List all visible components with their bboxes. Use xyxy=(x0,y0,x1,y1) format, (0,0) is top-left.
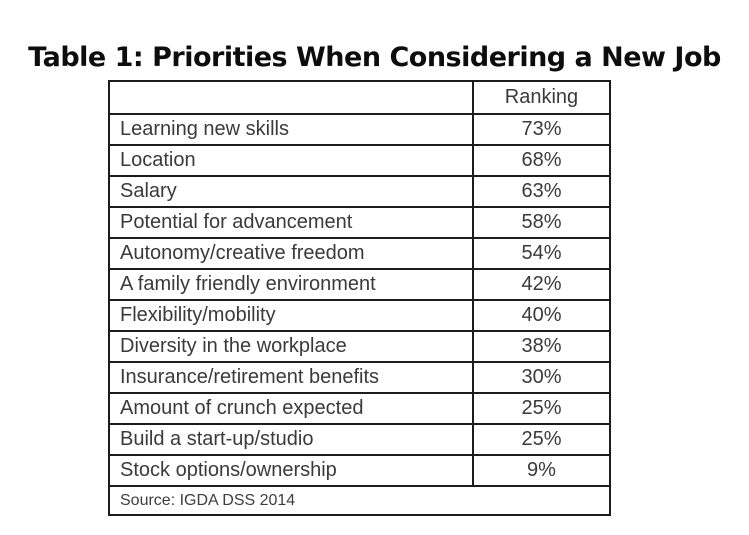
priority-label: A family friendly environment xyxy=(108,268,474,301)
priority-label: Potential for advancement xyxy=(108,206,474,239)
table-row: A family friendly environment 42% xyxy=(108,268,611,301)
priority-label: Location xyxy=(108,144,474,177)
priority-label: Learning new skills xyxy=(108,113,474,146)
ranking-value: 68% xyxy=(472,144,611,177)
priorities-table: Ranking Learning new skills 73% Location 68… xyxy=(108,80,611,516)
source-row: Source: IGDA DSS 2014 xyxy=(108,485,611,516)
priority-label: Autonomy/creative freedom xyxy=(108,237,474,270)
priority-label: Stock options/ownership xyxy=(108,454,474,487)
item-column-header xyxy=(108,80,474,115)
table-row: Diversity in the workplace 38% xyxy=(108,330,611,363)
priority-label: Salary xyxy=(108,175,474,208)
header-row: Ranking xyxy=(108,80,611,115)
ranking-value: 30% xyxy=(472,361,611,394)
priority-label: Insurance/retirement benefits xyxy=(108,361,474,394)
table-row: Insurance/retirement benefits 30% xyxy=(108,361,611,394)
ranking-value: 9% xyxy=(472,454,611,487)
table-row: Potential for advancement 58% xyxy=(108,206,611,239)
priority-label: Flexibility/mobility xyxy=(108,299,474,332)
table-row: Flexibility/mobility 40% xyxy=(108,299,611,332)
ranking-value: 63% xyxy=(472,175,611,208)
priority-label: Amount of crunch expected xyxy=(108,392,474,425)
ranking-value: 38% xyxy=(472,330,611,363)
ranking-value: 54% xyxy=(472,237,611,270)
ranking-column-header: Ranking xyxy=(472,80,611,115)
table-row: Salary 63% xyxy=(108,175,611,208)
priority-label: Diversity in the workplace xyxy=(108,330,474,363)
table-row: Stock options/ownership 9% xyxy=(108,454,611,487)
ranking-value: 42% xyxy=(472,268,611,301)
ranking-value: 40% xyxy=(472,299,611,332)
table-row: Build a start-up/studio 25% xyxy=(108,423,611,456)
table-row: Location 68% xyxy=(108,144,611,177)
table-body: Learning new skills 73% Location 68% Salary 6… xyxy=(108,113,611,487)
table-row: Learning new skills 73% xyxy=(108,113,611,146)
table-row: Autonomy/creative freedom 54% xyxy=(108,237,611,270)
ranking-value: 25% xyxy=(472,423,611,456)
ranking-value: 73% xyxy=(472,113,611,146)
table-row: Amount of crunch expected 25% xyxy=(108,392,611,425)
priority-label: Build a start-up/studio xyxy=(108,423,474,456)
ranking-value: 58% xyxy=(472,206,611,239)
table-title: Table 1: Priorities When Considering a N… xyxy=(28,42,721,73)
ranking-value: 25% xyxy=(472,392,611,425)
source-note: Source: IGDA DSS 2014 xyxy=(108,485,611,516)
